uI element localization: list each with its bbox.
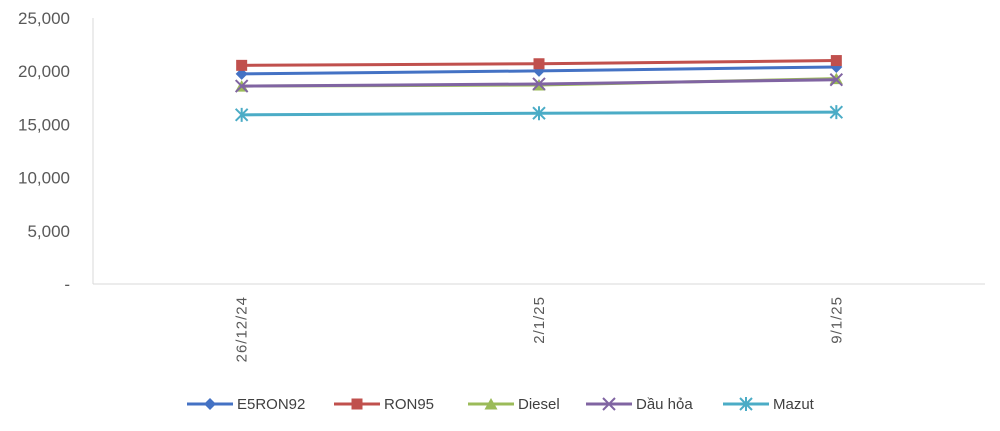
- data-point-marker: [829, 73, 844, 87]
- x-tick-label: 26/12/24: [234, 296, 251, 362]
- data-point-marker: [236, 59, 248, 71]
- y-tick-label: -: [64, 275, 70, 294]
- data-point-marker: [532, 77, 546, 91]
- legend-label: Mazut: [773, 396, 815, 413]
- legend-marker: [484, 398, 498, 410]
- legend-marker: [204, 398, 216, 410]
- data-point-marker: [235, 67, 248, 80]
- series-mazut: [234, 105, 844, 122]
- data-point-marker: [234, 107, 249, 122]
- chart-legend: E5RON92 RON95 Diesel Dầu hỏa Mazut: [187, 396, 815, 413]
- legend-item: RON95: [334, 396, 434, 413]
- legend-marker: [351, 398, 363, 410]
- y-tick-label: 25,000: [18, 9, 70, 28]
- y-axis-ticks: - 5,000 10,000 15,000 20,000 25,000: [18, 9, 70, 294]
- data-point-marker: [829, 105, 844, 120]
- legend-item: Dầu hỏa: [586, 396, 693, 413]
- legend-label: Dầu hỏa: [636, 396, 693, 413]
- y-tick-label: 15,000: [18, 115, 70, 134]
- data-point-marker: [533, 58, 545, 70]
- chart-axes: [92, 18, 985, 285]
- legend-item: E5RON92: [187, 396, 305, 413]
- legend-label: Diesel: [518, 396, 560, 413]
- data-point-marker: [532, 106, 546, 121]
- series-ron95: [236, 55, 842, 71]
- y-tick-label: 20,000: [18, 62, 70, 81]
- legend-marker: [602, 397, 616, 411]
- chart-series: [234, 55, 844, 122]
- x-tick-label: 2/1/25: [531, 296, 548, 344]
- legend-label: RON95: [384, 396, 434, 413]
- series-dầu-hỏa: [234, 73, 844, 93]
- legend-label: E5RON92: [237, 396, 305, 413]
- x-tick-label: 9/1/25: [828, 296, 845, 344]
- data-point-marker: [234, 79, 249, 93]
- legend-marker: [739, 397, 753, 411]
- x-axis-ticks: 26/12/24 2/1/25 9/1/25: [234, 296, 846, 362]
- y-tick-label: 10,000: [18, 169, 70, 188]
- data-point-marker: [830, 55, 842, 67]
- legend-item: Diesel: [468, 396, 560, 413]
- legend-item: Mazut: [723, 396, 815, 413]
- y-tick-label: 5,000: [27, 222, 70, 241]
